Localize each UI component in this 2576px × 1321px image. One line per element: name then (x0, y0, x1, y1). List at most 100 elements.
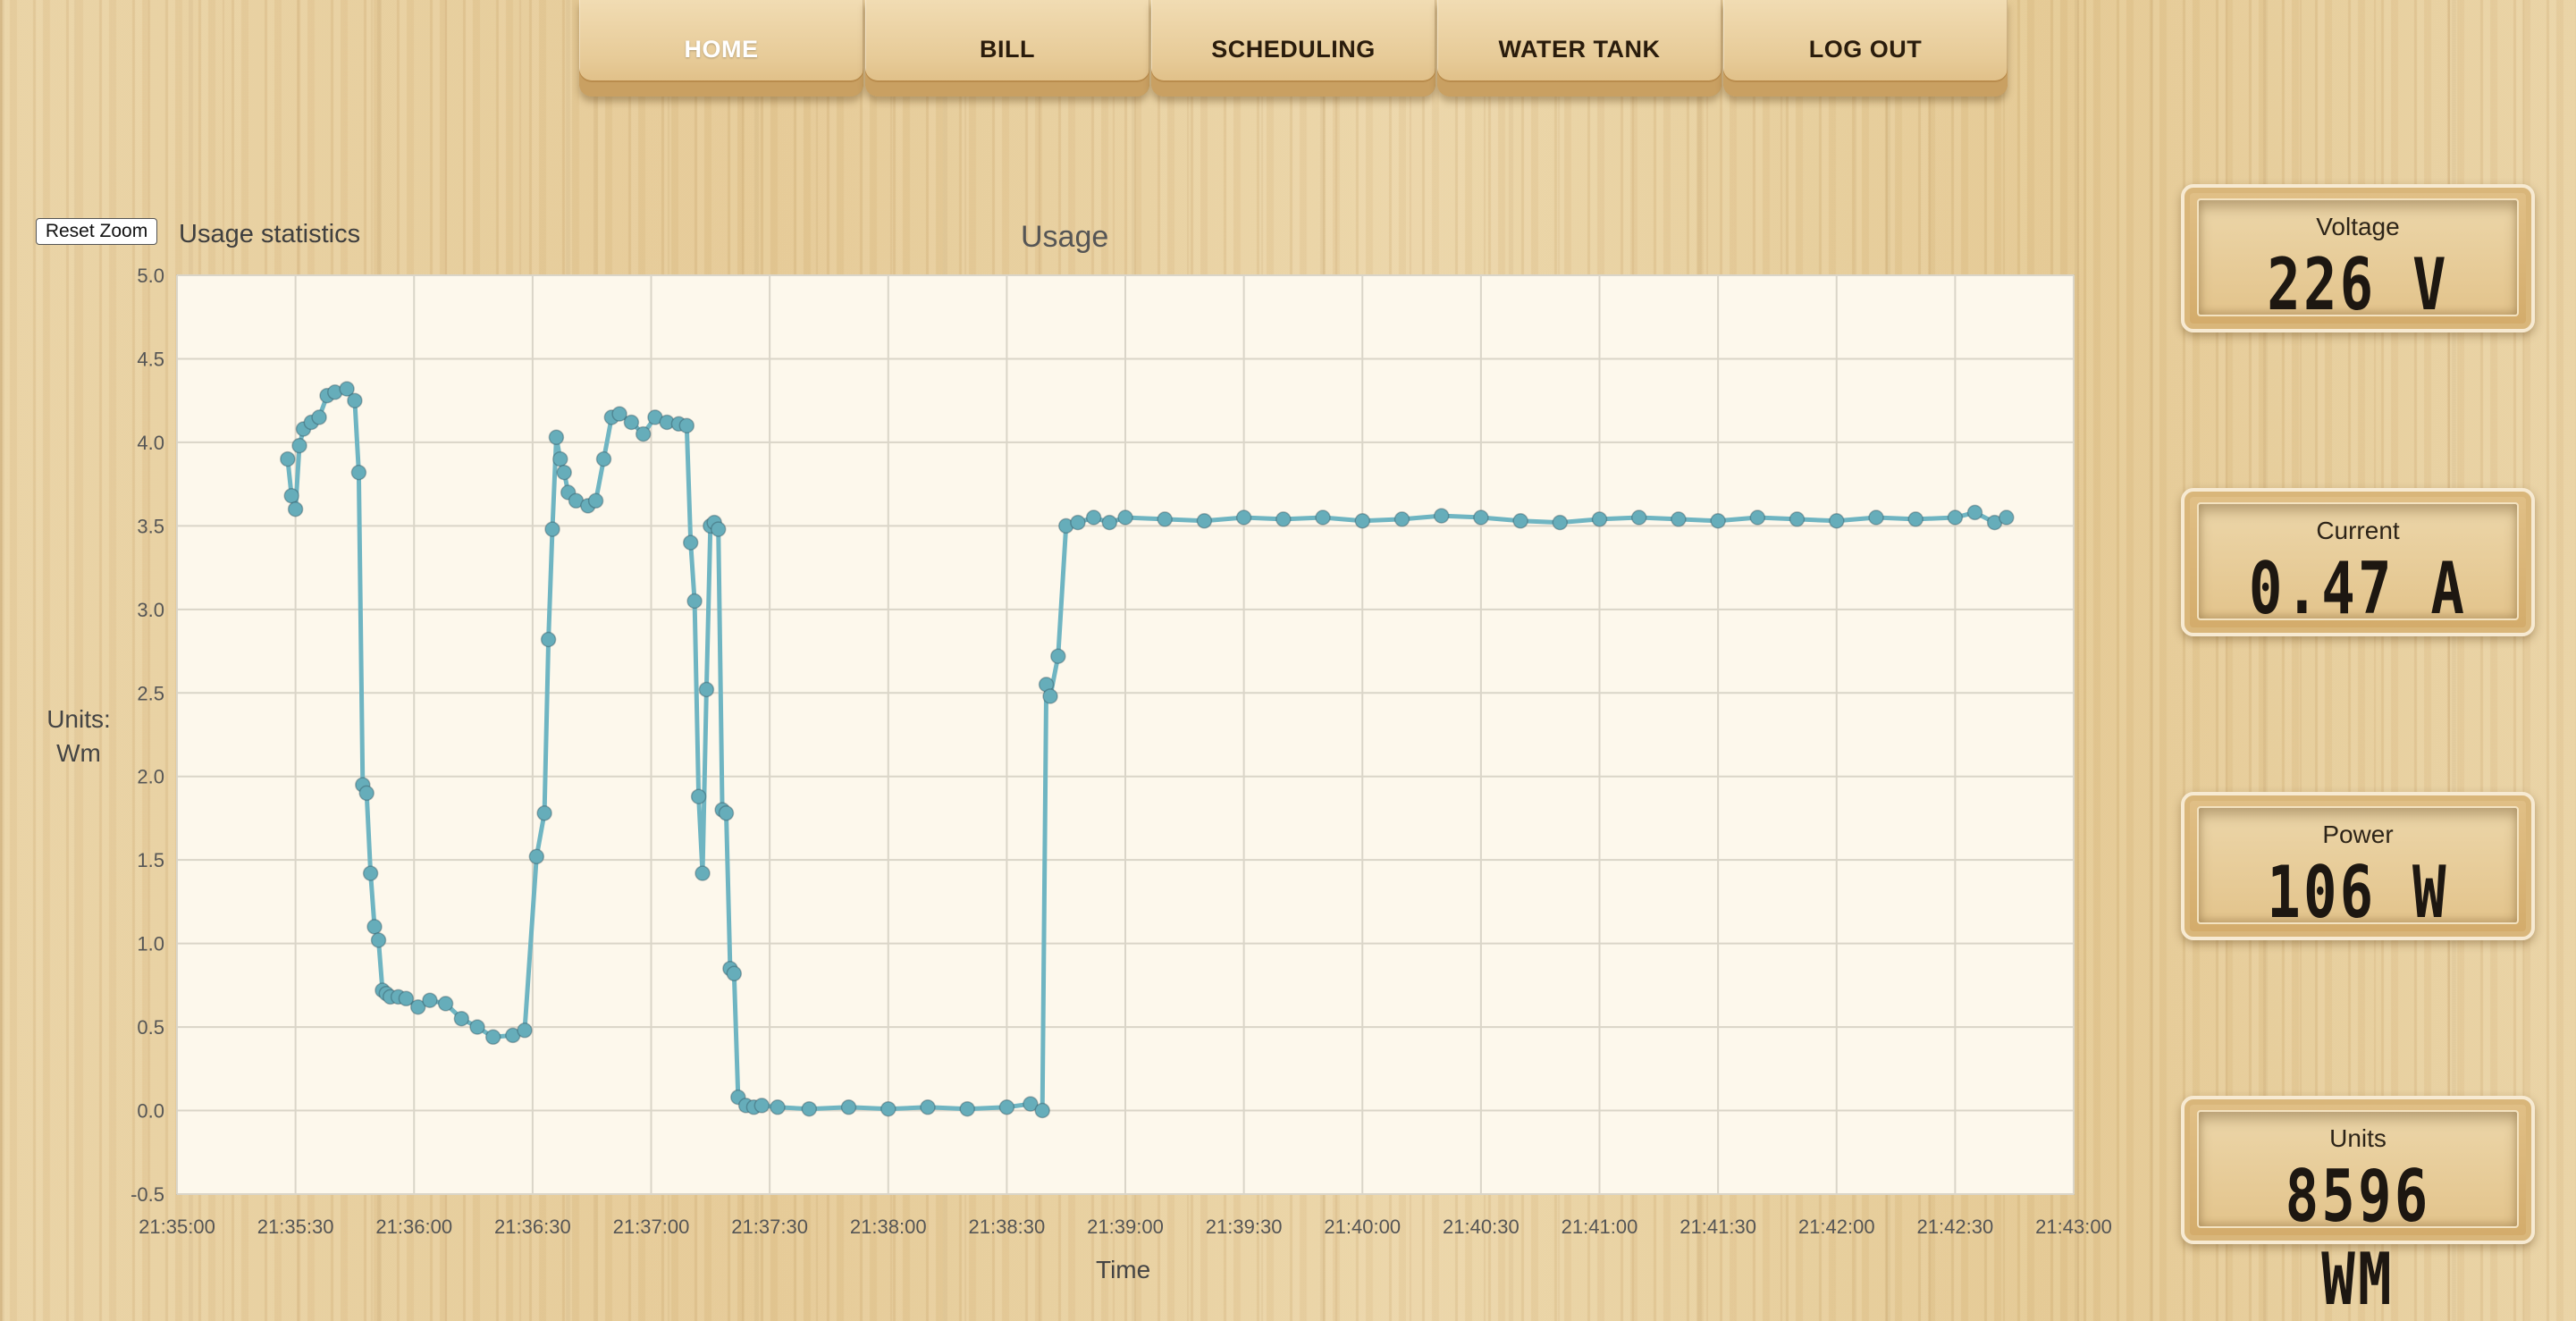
data-point[interactable] (1749, 509, 1766, 526)
data-point[interactable] (1050, 648, 1066, 664)
data-point[interactable] (1433, 508, 1450, 524)
data-point[interactable] (1473, 509, 1489, 526)
data-point[interactable] (920, 1099, 936, 1115)
data-point[interactable] (880, 1100, 897, 1117)
data-point[interactable] (678, 417, 695, 433)
data-point[interactable] (536, 805, 552, 821)
data-point[interactable] (280, 450, 296, 467)
reset-zoom-button[interactable]: Reset Zoom (36, 218, 157, 245)
data-point[interactable] (710, 521, 727, 537)
data-point[interactable] (1710, 513, 1726, 529)
data-point[interactable] (409, 998, 426, 1015)
data-point[interactable] (840, 1099, 857, 1115)
data-point[interactable] (528, 848, 545, 865)
y-tick-label: 1.0 (137, 933, 164, 955)
data-point[interactable] (398, 990, 415, 1007)
data-point[interactable] (1235, 509, 1252, 526)
data-point[interactable] (682, 534, 699, 551)
data-point[interactable] (1275, 511, 1292, 527)
data-point[interactable] (587, 492, 604, 509)
x-tick-label: 21:42:00 (1798, 1216, 1875, 1238)
data-point[interactable] (287, 501, 304, 517)
data-point[interactable] (366, 919, 383, 935)
y-axis-ticks: -0.5 0.0 0.5 1.0 1.5 2.0 2.5 3.0 3.5 4.0 4.5 5.0 (130, 265, 164, 1206)
data-point[interactable] (1101, 514, 1118, 531)
data-point[interactable] (1393, 511, 1410, 527)
data-point[interactable] (548, 429, 565, 446)
usage-statistics-label: Usage statistics (179, 220, 361, 248)
data-point[interactable] (1085, 509, 1102, 526)
data-point[interactable] (556, 464, 572, 481)
data-point[interactable] (1868, 509, 1884, 526)
data-point[interactable] (1034, 1102, 1050, 1119)
data-point[interactable] (1671, 511, 1687, 527)
data-point[interactable] (998, 1099, 1015, 1115)
nav-tab-label: SCHEDULING (1211, 36, 1376, 63)
data-point[interactable] (422, 992, 438, 1008)
data-point[interactable] (311, 409, 327, 425)
data-point[interactable] (370, 932, 387, 948)
data-point[interactable] (347, 392, 363, 408)
data-point[interactable] (1023, 1096, 1039, 1112)
data-point[interactable] (552, 450, 568, 467)
meter-display: Power 106 W (2197, 806, 2519, 934)
data-point[interactable] (453, 1010, 470, 1027)
meter-value: 226 V (2267, 243, 2449, 326)
data-point[interactable] (726, 965, 743, 982)
data-point[interactable] (1947, 509, 1964, 526)
usage-series-markers (280, 381, 2015, 1119)
data-point[interactable] (358, 785, 375, 802)
data-point[interactable] (611, 406, 627, 422)
data-point[interactable] (595, 450, 612, 467)
data-point[interactable] (1354, 513, 1371, 529)
data-point[interactable] (801, 1100, 818, 1117)
data-point[interactable] (544, 521, 560, 537)
data-point[interactable] (1512, 513, 1528, 529)
y-tick-label: 2.5 (137, 682, 164, 704)
data-point[interactable] (484, 1029, 501, 1046)
data-point[interactable] (770, 1099, 786, 1115)
nav-tab-log-out[interactable]: LOG OUT (1723, 0, 2008, 97)
x-tick-label: 21:39:30 (1206, 1216, 1283, 1238)
data-point[interactable] (517, 1022, 533, 1039)
nav-tab-water-tank[interactable]: WATER TANK (1437, 0, 1722, 97)
data-point[interactable] (1907, 511, 1924, 527)
data-point[interactable] (1999, 509, 2015, 526)
data-point[interactable] (690, 788, 707, 804)
data-point[interactable] (540, 631, 557, 648)
data-point[interactable] (1070, 514, 1086, 531)
data-point[interactable] (635, 425, 652, 442)
data-point[interactable] (695, 865, 711, 881)
data-point[interactable] (283, 487, 299, 504)
data-point[interactable] (339, 381, 355, 397)
data-point[interactable] (686, 593, 703, 610)
data-point[interactable] (350, 464, 367, 481)
data-point[interactable] (1315, 509, 1331, 526)
data-point[interactable] (1117, 509, 1133, 526)
data-point[interactable] (1157, 511, 1173, 527)
data-point[interactable] (753, 1098, 770, 1114)
data-point[interactable] (291, 437, 307, 454)
nav-tab-scheduling[interactable]: SCHEDULING (1151, 0, 1435, 97)
data-point[interactable] (437, 996, 454, 1012)
data-point[interactable] (469, 1019, 485, 1035)
data-point[interactable] (959, 1100, 975, 1117)
data-point[interactable] (1042, 688, 1058, 704)
nav-tab-home[interactable]: HOME (579, 0, 863, 97)
data-point[interactable] (623, 414, 640, 431)
data-point[interactable] (1552, 514, 1569, 531)
data-point[interactable] (1196, 513, 1213, 529)
data-point[interactable] (362, 865, 379, 881)
data-point[interactable] (1630, 509, 1647, 526)
data-point[interactable] (1966, 504, 1983, 521)
data-point[interactable] (1591, 511, 1608, 527)
x-tick-label: 21:41:30 (1679, 1216, 1756, 1238)
nav-tab-bill[interactable]: BILL (865, 0, 1149, 97)
voltage-meter: Voltage 226 V (2181, 184, 2535, 332)
data-point[interactable] (1789, 511, 1806, 527)
data-point[interactable] (698, 681, 715, 698)
data-point[interactable] (718, 805, 735, 821)
data-point[interactable] (1829, 513, 1845, 529)
x-tick-label: 21:37:00 (613, 1216, 690, 1238)
